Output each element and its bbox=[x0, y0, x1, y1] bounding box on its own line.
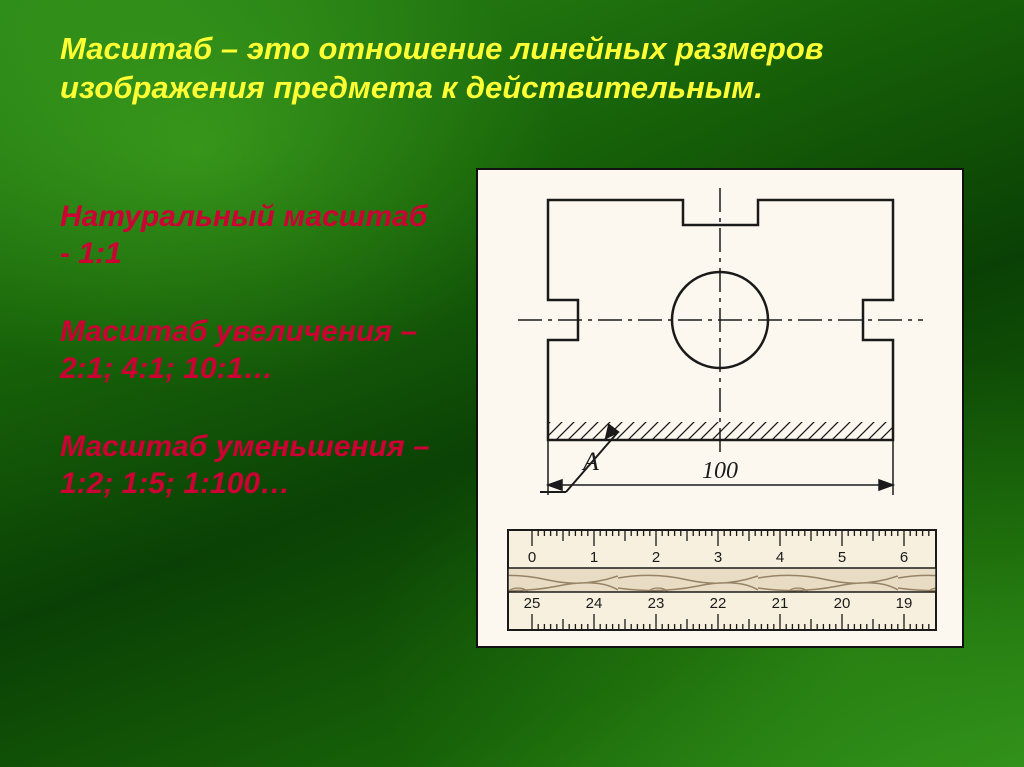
ruler-top-label: 2 bbox=[652, 549, 660, 566]
slide: Масштаб – это отношение линейных размеро… bbox=[0, 0, 1024, 767]
leader-label: A bbox=[581, 447, 599, 476]
ruler-bottom-label: 23 bbox=[648, 595, 665, 612]
scales-column: Натуральный масштаб - 1:1 Масштаб увелич… bbox=[60, 168, 436, 543]
technical-figure: A 100 0123456 bbox=[476, 168, 964, 648]
scale-enlarge: Масштаб увеличения – 2:1; 4:1; 10:1… bbox=[60, 313, 436, 388]
scale-reduce-title: Масштаб уменьшения – bbox=[60, 430, 430, 463]
ruler-top-label: 5 bbox=[838, 549, 846, 566]
ruler-bottom-label: 21 bbox=[772, 595, 789, 612]
definition-text: Масштаб – это отношение линейных размеро… bbox=[60, 30, 964, 108]
scale-enlarge-values: 2:1; 4:1; 10:1… bbox=[60, 352, 273, 385]
ruler-top-label: 3 bbox=[714, 549, 722, 566]
ruler-bottom-label: 20 bbox=[834, 595, 851, 612]
ruler-top-label: 0 bbox=[528, 549, 536, 566]
ruler-bottom-label: 24 bbox=[586, 595, 603, 612]
ruler-icon: 0123456 25242322212019 bbox=[508, 530, 936, 630]
ruler-top-label: 6 bbox=[900, 549, 908, 566]
scale-natural: Натуральный масштаб - 1:1 bbox=[60, 198, 436, 273]
content-row: Натуральный масштаб - 1:1 Масштаб увелич… bbox=[60, 168, 964, 648]
scale-natural-title: Натуральный масштаб - 1:1 bbox=[60, 200, 427, 271]
scale-enlarge-title: Масштаб увеличения – bbox=[60, 315, 417, 348]
scale-reduce: Масштаб уменьшения – 1:2; 1:5; 1:100… bbox=[60, 428, 436, 503]
ruler-bottom-label: 22 bbox=[710, 595, 727, 612]
ruler-top-label: 4 bbox=[776, 549, 784, 566]
ruler-bottom-label: 19 bbox=[896, 595, 913, 612]
ruler-top-label: 1 bbox=[590, 549, 598, 566]
scale-reduce-values: 1:2; 1:5; 1:100… bbox=[60, 467, 290, 500]
ruler-bottom-label: 25 bbox=[524, 595, 541, 612]
dimension-value: 100 bbox=[702, 458, 738, 484]
